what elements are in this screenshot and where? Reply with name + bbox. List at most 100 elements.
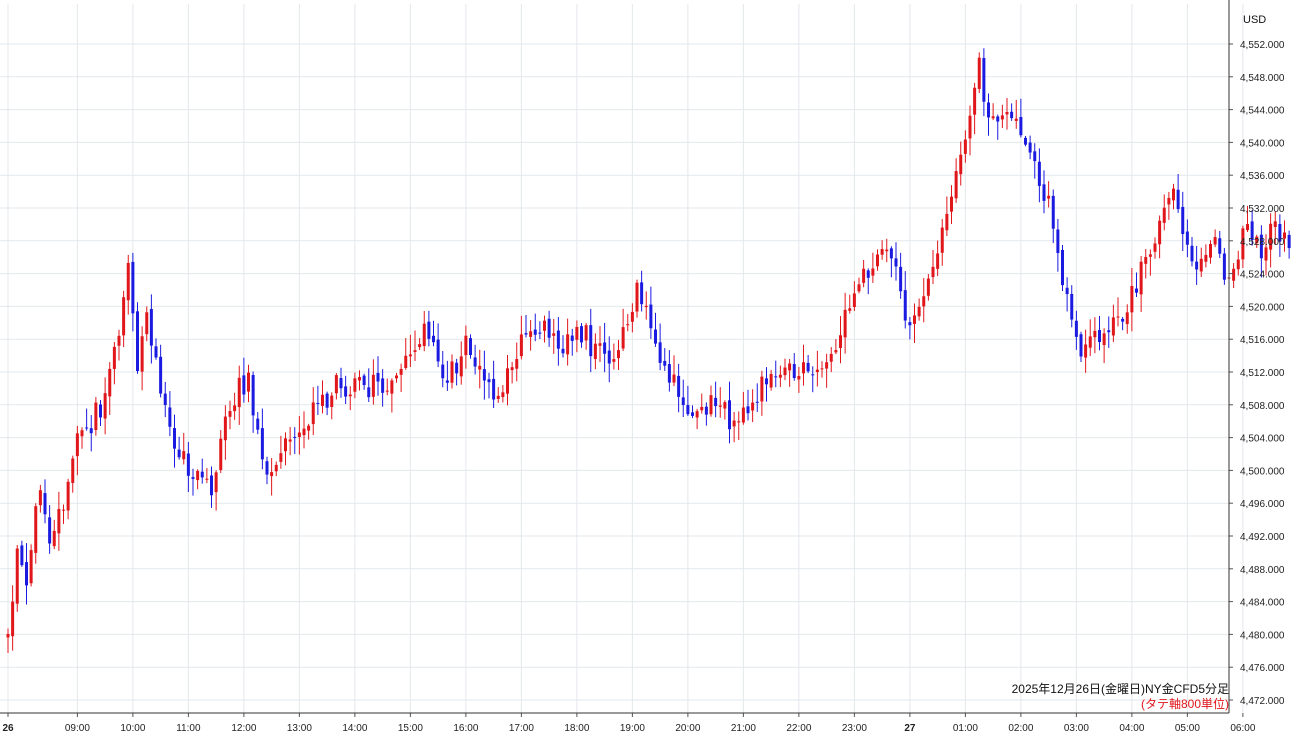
candle-body [931, 266, 935, 278]
candle-body [1014, 118, 1018, 121]
candle-body [422, 323, 426, 347]
candle-body [38, 490, 42, 506]
candle-body [385, 390, 389, 392]
candle-body [797, 375, 801, 380]
candle-body [163, 393, 167, 406]
candle-body [371, 374, 375, 397]
y-tick-label: 4,480.000 [1240, 630, 1285, 641]
candle-body [908, 322, 912, 326]
candle-body [251, 375, 255, 416]
candle-body [173, 428, 176, 449]
candle-body [1204, 254, 1208, 262]
candle-body [778, 374, 782, 378]
candle-body [575, 326, 579, 340]
candle-body [973, 87, 977, 115]
candle-body [399, 368, 403, 375]
candle-body [769, 373, 773, 388]
candle-body [11, 601, 15, 637]
candle-body [1278, 224, 1282, 242]
candle-layer [6, 48, 1291, 654]
candle-body [154, 346, 158, 358]
x-tick-label: 14:00 [342, 723, 367, 734]
candle-body [1037, 161, 1041, 186]
candle-body [1264, 247, 1268, 261]
candle-body [996, 116, 1000, 122]
candle-body [260, 428, 264, 460]
candle-body [237, 377, 241, 408]
candle-body [1102, 333, 1106, 346]
candle-body [723, 402, 727, 409]
candle-body [131, 261, 135, 314]
y-tick-label: 4,508.000 [1240, 401, 1285, 412]
candle-body [755, 401, 759, 403]
candle-body [159, 356, 163, 394]
candle-body [25, 562, 28, 586]
candle-body [691, 412, 694, 416]
candle-body [626, 324, 630, 326]
chart-subcaption: (タテ軸800単位) [1141, 696, 1229, 711]
candle-body [334, 375, 338, 394]
candle-body [1088, 336, 1092, 348]
candle-body [149, 309, 153, 346]
y-tick-label: 4,512.000 [1240, 368, 1285, 379]
candle-body [584, 325, 588, 341]
candle-body [274, 464, 278, 472]
candle-body [381, 378, 385, 393]
x-tick-label: 23:00 [842, 723, 867, 734]
candle-body [570, 335, 574, 341]
candle-body [501, 392, 505, 398]
candle-body [977, 57, 981, 89]
candle-body [1213, 237, 1217, 245]
candle-body [441, 364, 445, 379]
candle-body [297, 432, 301, 437]
candle-body [718, 405, 722, 407]
candle-body [538, 332, 542, 334]
candle-body [62, 509, 65, 511]
candle-body [103, 393, 107, 419]
candle-body [362, 375, 366, 386]
candle-body [506, 368, 509, 394]
candle-body [741, 407, 745, 423]
candle-body [75, 433, 79, 457]
candle-body [293, 436, 297, 438]
candle-body [210, 475, 213, 496]
y-tick-label: 4,492.000 [1240, 532, 1285, 543]
y-tick-label: 4,500.000 [1240, 466, 1285, 477]
candle-body [1246, 224, 1249, 231]
candle-body [663, 360, 667, 366]
candle-body [806, 362, 810, 372]
candle-body [811, 374, 815, 376]
candle-body [621, 327, 625, 349]
x-tick-label: 18:00 [564, 723, 589, 734]
candle-body [533, 329, 537, 335]
x-tick-label: 17:00 [509, 723, 534, 734]
candle-body [644, 305, 648, 308]
candle-body [926, 278, 930, 296]
candle-body [825, 362, 829, 369]
candle-body [228, 411, 232, 417]
candle-body [126, 262, 130, 301]
candle-body [889, 248, 893, 259]
candle-body [15, 548, 19, 604]
candle-body [903, 290, 907, 321]
candle-body [593, 343, 597, 360]
x-tick-label: 06:00 [1230, 723, 1255, 734]
candle-body [612, 359, 616, 362]
candle-body [1079, 334, 1083, 357]
candle-body [1236, 259, 1240, 270]
candle-body [547, 318, 551, 338]
candle-body [1125, 312, 1129, 325]
candle-body [1056, 229, 1060, 254]
candle-body [566, 334, 570, 355]
candle-body [432, 335, 435, 343]
candle-body [862, 268, 866, 283]
candle-body [1218, 238, 1222, 254]
candle-body [473, 357, 477, 367]
candle-body [635, 282, 639, 312]
candle-body [658, 342, 662, 363]
candle-body [177, 449, 181, 458]
candle-body [1139, 261, 1143, 295]
candle-body [1287, 234, 1291, 249]
candle-body [321, 394, 324, 406]
